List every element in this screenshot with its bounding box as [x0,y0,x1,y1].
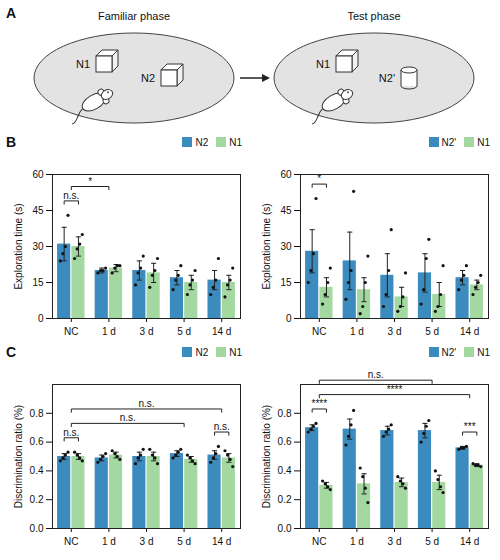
svg-text:n.s.: n.s. [120,412,136,423]
svg-text:45: 45 [280,205,292,216]
html-text:N1: N1 [477,346,490,358]
svg-text:30: 30 [32,241,44,252]
svg-text:****: **** [387,384,403,395]
svg-text:0.2: 0.2 [278,494,292,505]
svg-text:0.0: 0.0 [278,523,292,534]
svg-text:15: 15 [32,277,44,288]
svg-text:1 d: 1 d [102,326,116,337]
svg-text:NC: NC [64,326,78,337]
svg-text:NC: NC [312,326,326,337]
svg-text:N2': N2' [379,72,395,84]
svg-text:0: 0 [286,313,292,324]
svg-text:5 d: 5 d [177,536,191,547]
html-text:B: B [6,134,17,150]
html-text:C: C [6,344,17,360]
svg-text:3 d: 3 d [140,536,154,547]
svg-text:NC: NC [312,536,326,547]
html-text:N1: N1 [477,136,490,148]
svg-text:14 d: 14 d [212,326,231,337]
svg-text:60: 60 [32,169,44,180]
svg-text:0.0: 0.0 [30,523,44,534]
svg-text:14 d: 14 d [460,536,479,547]
html-text:N2: N2 [195,346,209,358]
svg-text:15: 15 [280,277,292,288]
svg-text:14 d: 14 d [212,536,231,547]
html-text:N2: N2 [195,136,209,148]
svg-text:5 d: 5 d [425,326,439,337]
svg-text:*: * [88,176,92,187]
svg-text:***: *** [464,421,476,432]
svg-text:n.s.: n.s. [63,427,79,438]
svg-text:0: 0 [38,313,44,324]
svg-text:3 d: 3 d [140,326,154,337]
svg-text:n.s.: n.s. [63,190,79,201]
svg-text:N1: N1 [76,58,90,70]
svg-text:Exploration time (s): Exploration time (s) [13,203,24,289]
svg-text:0.2: 0.2 [30,494,44,505]
svg-text:0.4: 0.4 [30,465,44,476]
svg-text:0.6: 0.6 [278,436,292,447]
svg-text:1 d: 1 d [350,536,364,547]
svg-text:****: **** [312,398,328,409]
svg-text:30: 30 [280,241,292,252]
html-text:N1: N1 [229,136,242,148]
svg-text:A: A [6,5,16,21]
svg-text:5 d: 5 d [425,536,439,547]
svg-text:0.4: 0.4 [278,465,292,476]
svg-text:*: * [317,173,321,184]
svg-text:n.s.: n.s. [214,421,230,432]
svg-text:N1: N1 [316,58,330,70]
html-text:N2': N2' [441,346,457,358]
svg-text:n.s.: n.s. [138,398,154,409]
html-text:N2': N2' [441,136,457,148]
svg-text:3 d: 3 d [388,326,402,337]
html-text:N1: N1 [229,346,242,358]
svg-text:14 d: 14 d [460,326,479,337]
svg-text:n.s.: n.s. [368,369,384,380]
svg-text:5 d: 5 d [177,326,191,337]
svg-text:Familiar phase: Familiar phase [98,10,170,22]
svg-text:3 d: 3 d [388,536,402,547]
svg-text:Discrimination ratio (%): Discrimination ratio (%) [13,405,24,508]
svg-text:Test phase: Test phase [347,10,400,22]
svg-text:0.8: 0.8 [30,408,44,419]
svg-text:1 d: 1 d [102,536,116,547]
svg-text:45: 45 [32,205,44,216]
svg-text:0.6: 0.6 [30,436,44,447]
svg-text:Exploration time (s): Exploration time (s) [261,203,272,289]
svg-text:1 d: 1 d [350,326,364,337]
svg-text:0.8: 0.8 [278,408,292,419]
svg-text:NC: NC [64,536,78,547]
svg-text:N2: N2 [141,72,155,84]
svg-text:Discrimination ratio (%): Discrimination ratio (%) [261,405,272,508]
svg-text:60: 60 [280,169,292,180]
